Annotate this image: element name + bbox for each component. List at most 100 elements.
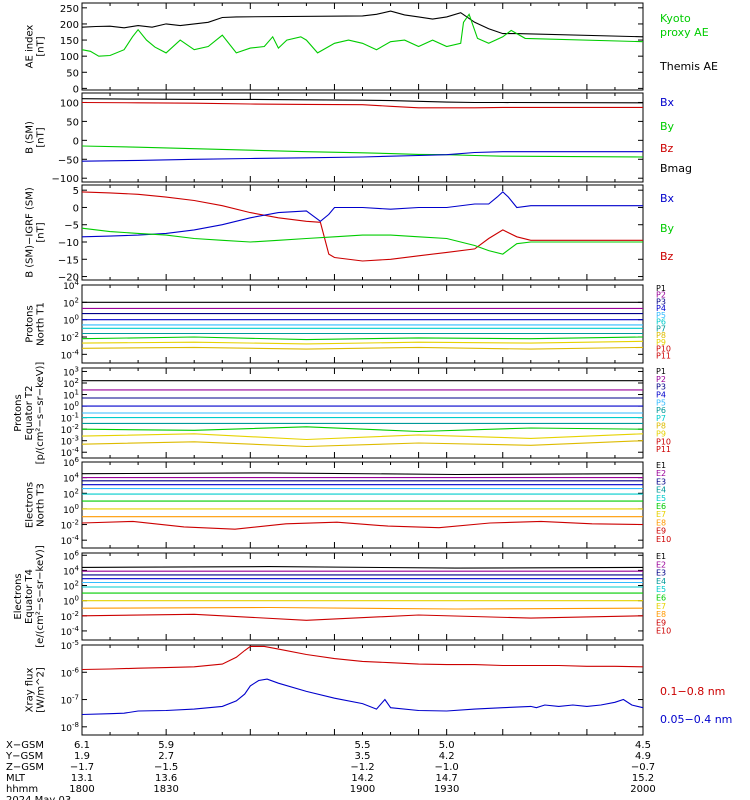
series-line-p8 xyxy=(81,336,644,341)
x-tick-label: 4.5 xyxy=(635,740,651,751)
series-line-kyoto-proxy-ae xyxy=(81,13,644,57)
series-line-e10 xyxy=(81,613,644,621)
panel-frame xyxy=(81,644,644,736)
legend-entry: E4 xyxy=(656,577,666,586)
series-line-p9 xyxy=(81,433,644,441)
tick-label: 100 xyxy=(63,595,79,608)
x-tick-label: 1830 xyxy=(153,784,178,795)
date-label: 2024 May 03 xyxy=(6,795,71,800)
legend-entry: P6 xyxy=(656,406,666,415)
tick-label: 10-3 xyxy=(61,435,79,448)
legend-entry: P10 xyxy=(656,437,671,446)
x-tick-label: −1.2 xyxy=(350,762,374,773)
series-line-bx xyxy=(81,191,643,238)
legend-entry: E5 xyxy=(656,585,666,594)
tick-label: 10-1 xyxy=(61,412,79,425)
tick-label: 10-4 xyxy=(61,534,80,547)
tick-label: 5 xyxy=(73,186,79,197)
legend-entry: E7 xyxy=(656,602,666,611)
x-tick-label: 1930 xyxy=(434,784,459,795)
legend-entry: E10 xyxy=(656,627,671,636)
legend-entry: P10 xyxy=(656,345,671,354)
series-line-0-05-0-4-nm xyxy=(81,678,644,716)
tick-label: 10-2 xyxy=(61,423,79,436)
tick-label: −100 xyxy=(52,174,79,185)
tick-label: 0 xyxy=(73,84,79,95)
x-tick-label: −1.0 xyxy=(435,762,459,773)
tick-label: 10-2 xyxy=(61,519,79,532)
legend-entry: E3 xyxy=(656,477,666,486)
panel-frame xyxy=(81,461,644,549)
tick-label: 10-4 xyxy=(61,446,80,459)
x-tick-label: 4.9 xyxy=(635,751,651,762)
tick-label: 104 xyxy=(63,472,79,485)
legend-entry: Bmag xyxy=(660,162,692,175)
axis-label: [W/m^2] xyxy=(36,667,47,713)
panel-frame xyxy=(81,92,644,183)
tick-label: 10-5 xyxy=(61,639,79,652)
legend-entry: E1 xyxy=(656,552,666,561)
axis-label: B (SM) xyxy=(25,121,36,154)
legend-entry: P11 xyxy=(656,445,671,454)
x-tick-label: 6.1 xyxy=(74,740,90,751)
x-tick-label: 5.0 xyxy=(439,740,455,751)
legend-entry: Bx xyxy=(660,96,675,109)
series-line-e9 xyxy=(81,606,644,610)
axis-label: [nT] xyxy=(36,36,47,56)
x-tick-label: 13.1 xyxy=(71,773,93,784)
tick-label: −20 xyxy=(58,273,79,284)
legend-entry: E9 xyxy=(656,527,666,536)
tick-label: 100 xyxy=(60,52,79,63)
tick-label: 200 xyxy=(60,20,79,31)
tick-label: 101 xyxy=(63,389,79,402)
axis-label: North T1 xyxy=(36,302,47,346)
panel-frame xyxy=(81,552,644,641)
axis-label: B (SM)−IGRF (SM) xyxy=(25,187,36,278)
tick-label: 102 xyxy=(63,377,79,390)
series-line-bz xyxy=(81,101,643,109)
series-line-bx xyxy=(81,151,643,162)
x-tick-label: 1.9 xyxy=(74,751,90,762)
series-line-themis-ae xyxy=(81,10,644,38)
x-tick-label: 13.6 xyxy=(155,773,177,784)
x-tick-label: 14.2 xyxy=(351,773,373,784)
series-line-p10 xyxy=(81,440,644,448)
legend-entry: P3 xyxy=(656,297,666,306)
axis-label: Equator T2 xyxy=(24,386,35,441)
tick-label: 102 xyxy=(63,487,79,500)
tick-label: 0 xyxy=(73,203,79,214)
tick-label: 104 xyxy=(63,279,79,292)
legend-entry: Themis AE xyxy=(659,60,718,73)
x-tick-label: 2.7 xyxy=(158,751,174,762)
legend-entry: P7 xyxy=(656,414,666,423)
axis-label: Equator T4 xyxy=(24,569,35,624)
tick-label: 0 xyxy=(73,136,79,147)
legend-entry: Bz xyxy=(660,142,674,155)
axis-label: Protons xyxy=(13,394,24,431)
tick-label: −5 xyxy=(64,221,79,232)
legend-entry: E2 xyxy=(656,560,666,569)
legend-entry: 0.1−0.8 nm xyxy=(660,685,725,698)
panel-frame xyxy=(81,284,644,364)
tick-label: −15 xyxy=(58,255,79,266)
panel-frame xyxy=(81,184,644,281)
panel-pnorth: 104 102 100 10-2 10-4 Protons North T1 P1P2P3P4… xyxy=(25,279,671,364)
x-tick-label: 14.7 xyxy=(436,773,458,784)
tick-label: 100 xyxy=(63,503,79,516)
x-tick-label: 15.2 xyxy=(632,773,654,784)
axis-label: [e/(cm²−s−sr−keV)] xyxy=(35,545,46,648)
x-row-label: Y−GSM xyxy=(5,751,43,762)
series-line-e1 xyxy=(81,472,644,476)
series-line-e10 xyxy=(81,520,644,530)
tick-label: −10 xyxy=(58,238,79,249)
series-line-p8 xyxy=(81,426,644,433)
panel-xray: 10-5 10-6 10-7 10-8 Xray flux [W/m^2] 0.1−0.8 … xyxy=(25,639,732,736)
legend-entry: 0.05−0.4 nm xyxy=(660,713,732,726)
legend-entry: P6 xyxy=(656,318,666,327)
series-line-by xyxy=(81,227,643,255)
x-row-label: hhmm xyxy=(6,784,38,795)
tick-label: 10-2 xyxy=(61,331,79,344)
